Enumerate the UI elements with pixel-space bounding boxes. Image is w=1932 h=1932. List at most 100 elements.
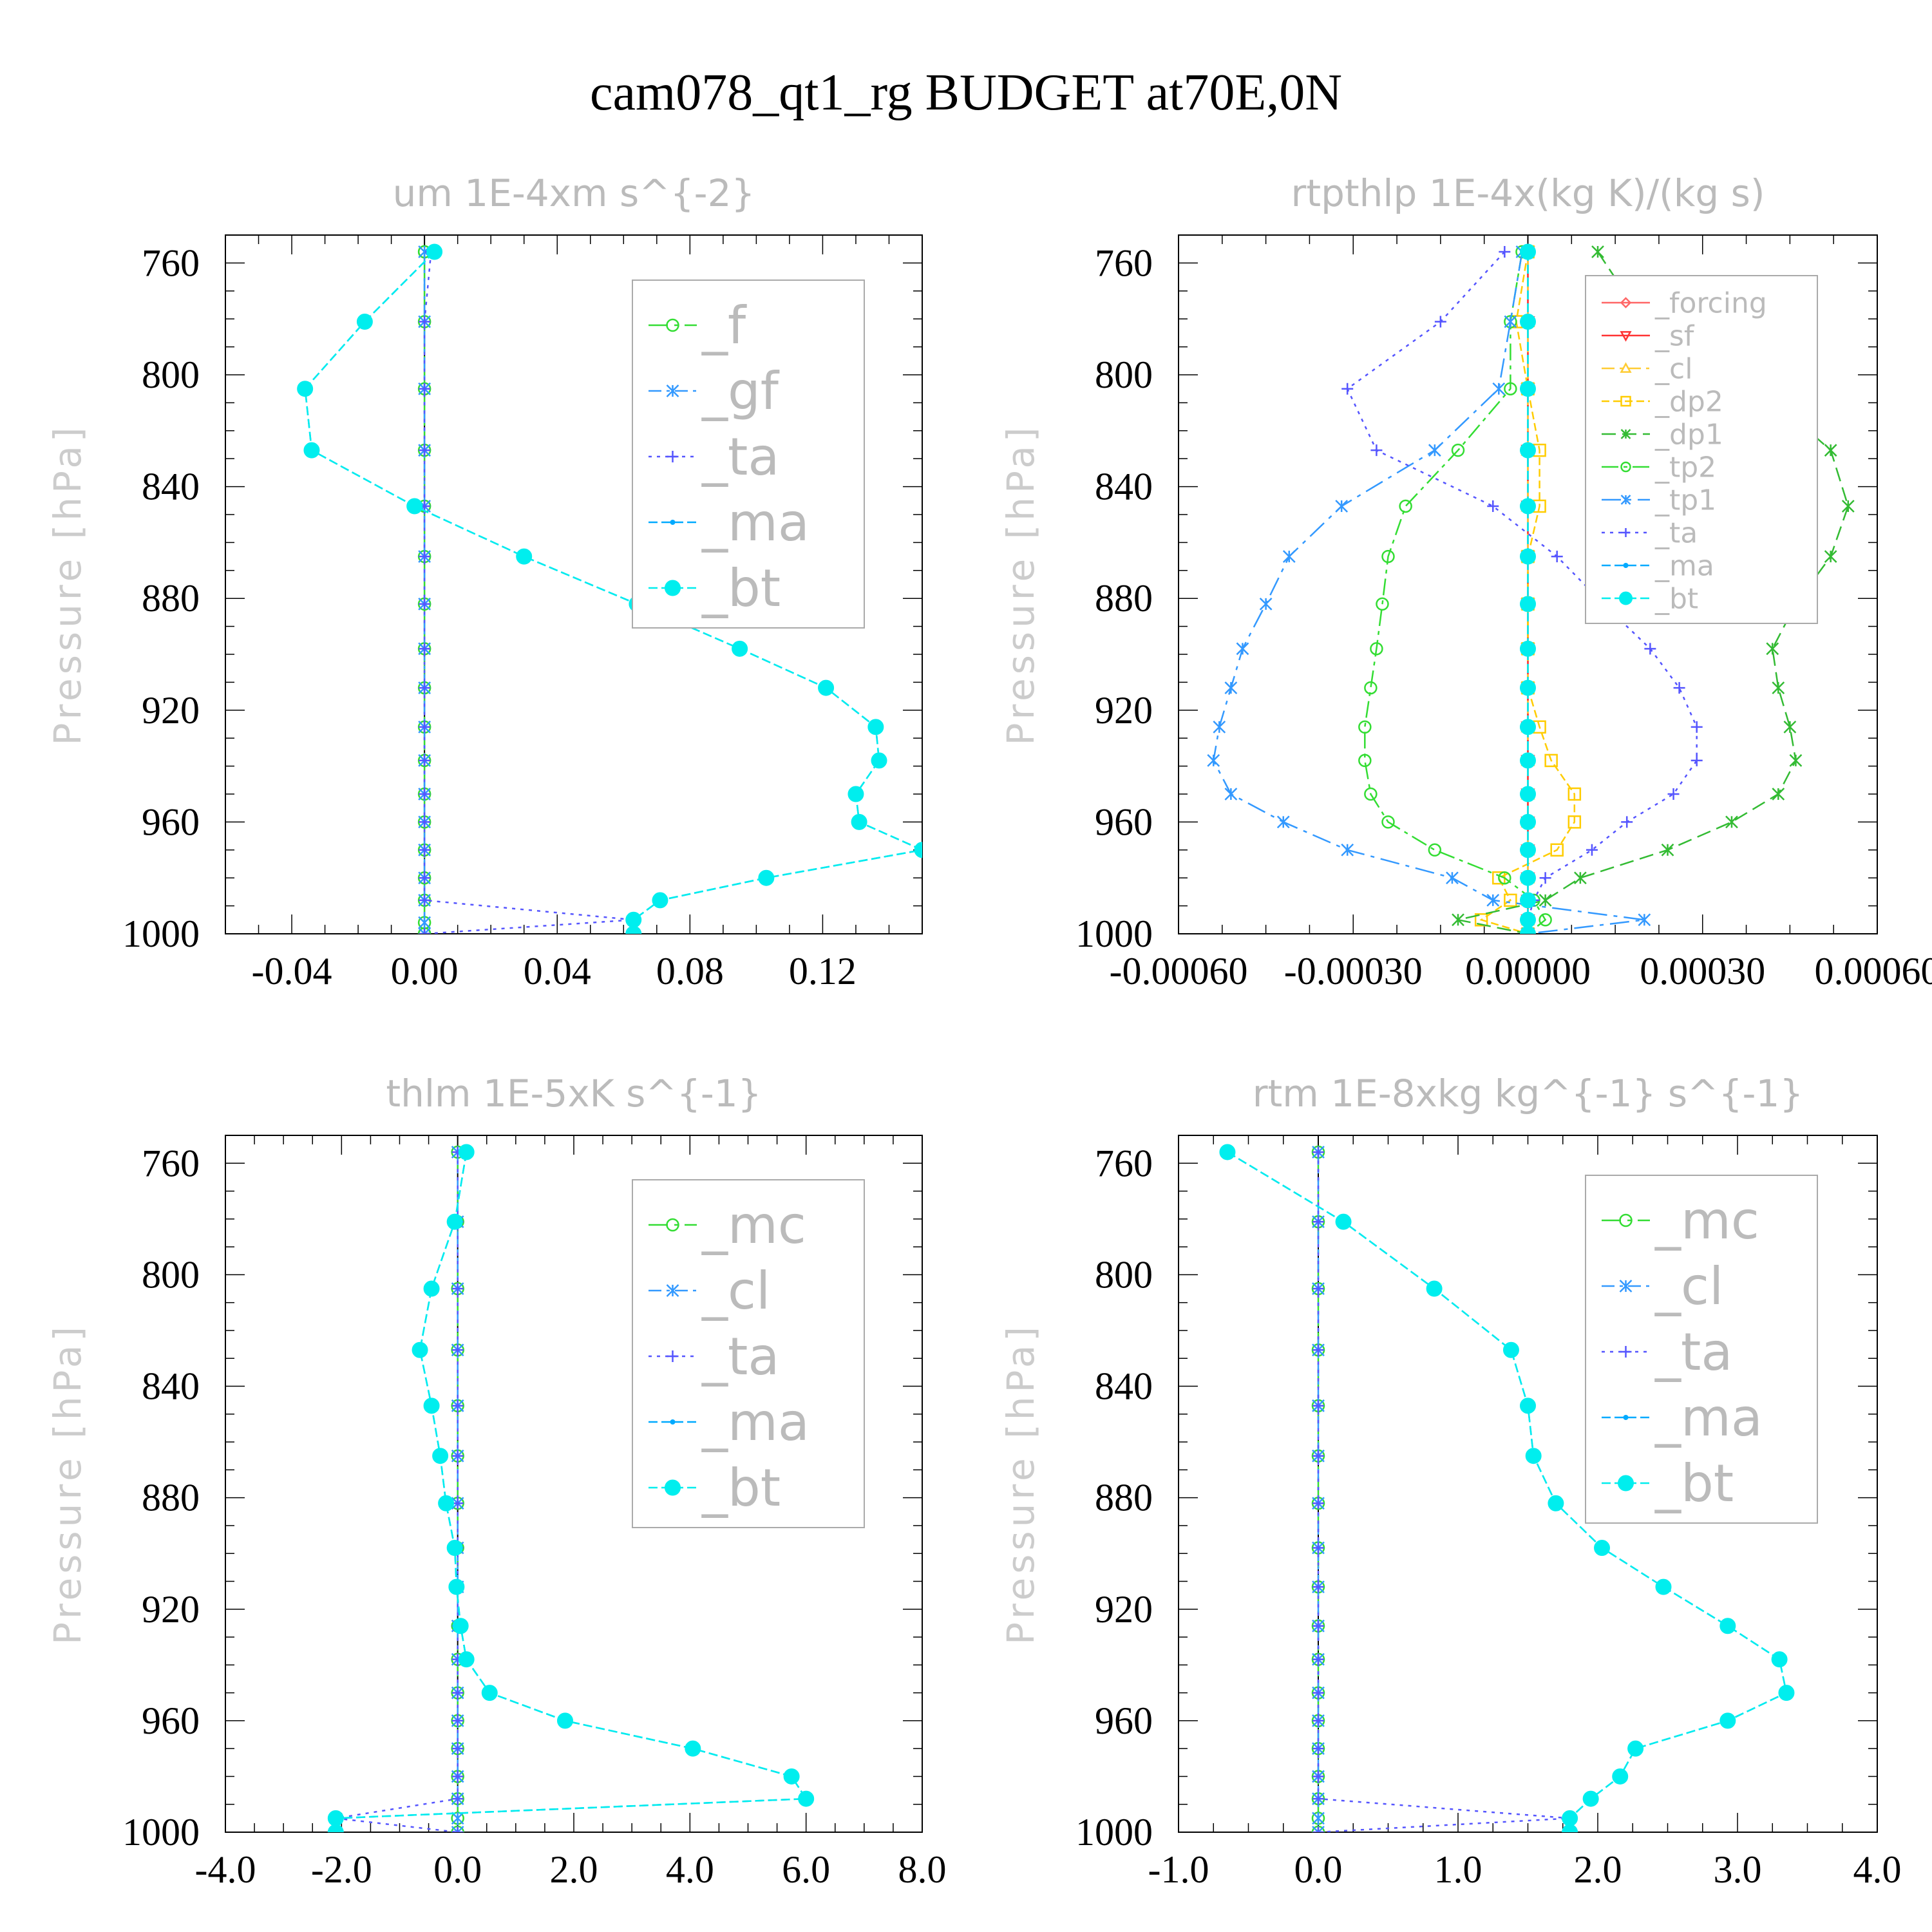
data-point [1772, 681, 1785, 694]
legend: _f _gf_ta_ma_bt [632, 279, 865, 629]
data-point [451, 1687, 464, 1699]
legend-label: _ma [1654, 1388, 1763, 1448]
legend-label: _gf [701, 361, 780, 421]
data-point [419, 894, 431, 906]
data-point [1213, 720, 1226, 734]
data-point [418, 916, 431, 929]
data-point [1539, 894, 1552, 907]
data-point [451, 1812, 464, 1825]
data-point [1341, 383, 1354, 395]
data-point [1627, 1740, 1644, 1757]
plot-area [1219, 1144, 1795, 1832]
data-point [419, 928, 431, 934]
legend-label: _dp1 [1654, 418, 1723, 451]
y-tick-label: 880 [1095, 1477, 1153, 1519]
legend-label: _ma [1654, 549, 1714, 582]
series_ta [1312, 1146, 1576, 1832]
y-tick-label: 760 [142, 242, 200, 284]
data-point [867, 719, 884, 735]
data-point [1364, 787, 1378, 801]
data-point [851, 813, 867, 830]
data-point [1312, 1399, 1324, 1412]
data-point [419, 788, 431, 800]
data-point [451, 1714, 464, 1727]
legend-marker [1623, 563, 1629, 568]
legend-marker [667, 1350, 679, 1362]
legend-label: _ta [1654, 1322, 1732, 1382]
data-point [1567, 787, 1582, 801]
legend-marker [1620, 495, 1631, 505]
data-point [516, 548, 533, 565]
legend-label: _dp2 [1654, 385, 1723, 418]
data-point [1335, 1213, 1352, 1230]
data-point [1778, 1685, 1795, 1701]
legend-label: _ta [1654, 516, 1698, 549]
legend-label: _ma [701, 1392, 810, 1452]
data-point [1502, 1341, 1519, 1358]
data-point [419, 444, 431, 457]
legend-marker [1620, 331, 1632, 342]
legend-marker [666, 384, 679, 397]
data-point [451, 1770, 464, 1783]
data-point [1312, 1714, 1324, 1727]
data-point [1312, 1216, 1324, 1228]
data-point [1452, 913, 1464, 927]
series-line [1364, 251, 1547, 934]
data-point [652, 892, 668, 909]
data-point [1492, 382, 1506, 395]
legend-label: _tp2 [1654, 451, 1716, 484]
data-point [1428, 843, 1442, 857]
legend-marker [667, 451, 679, 462]
legend-marker [670, 1419, 676, 1425]
data-point [1312, 1581, 1324, 1593]
legend-label: _ta [701, 1327, 779, 1387]
x-tick-label: 0.0 [1294, 1848, 1343, 1891]
data-point [451, 1793, 464, 1805]
data-point [1236, 642, 1249, 656]
series_tp2 [1358, 245, 1552, 934]
x-tick-label: -2.0 [311, 1848, 372, 1891]
data-point [1673, 682, 1685, 694]
y-axis-label: Pressure [hPa] [999, 423, 1043, 745]
data-point [458, 1144, 475, 1160]
panel-2: rtpthlp 1E-4x(kg K)/(kg s) Pressure [hPa]… [999, 171, 1932, 992]
data-point [1224, 681, 1238, 694]
y-tick-label: 960 [142, 800, 200, 843]
data-point [1282, 550, 1296, 563]
data-point [1504, 315, 1517, 328]
legend-label: _f [701, 296, 747, 355]
data-point [818, 679, 835, 696]
data-point [1504, 382, 1517, 395]
data-point [448, 1578, 465, 1595]
data-point [1312, 1620, 1324, 1632]
legend-marker [1621, 528, 1631, 537]
series-line [304, 251, 922, 934]
data-point [1341, 843, 1354, 857]
data-point [1520, 679, 1536, 696]
legend-label: _bt [701, 1458, 781, 1518]
panel-title: thlm 1E-5xK s^{-1} [386, 1072, 761, 1115]
data-point [419, 816, 431, 828]
data-point [1644, 643, 1656, 655]
panel-title: rtpthlp 1E-4x(kg K)/(kg s) [1291, 171, 1765, 215]
data-point [1259, 597, 1273, 611]
figure-title: cam078_qt1_rg BUDGET at70E,0N [590, 64, 1342, 121]
legend-label: _bt [701, 558, 781, 618]
series-line [1346, 251, 1698, 934]
data-point [1520, 640, 1536, 657]
legend: _forcing_sf_cl_dp2_dp1_tp2_tp1_ta_ma_bt [1585, 275, 1818, 624]
data-point [1312, 1542, 1324, 1554]
data-point [1638, 913, 1651, 927]
x-tick-label: -1.0 [1148, 1848, 1209, 1891]
data-point [1667, 788, 1680, 800]
data-point [1312, 1743, 1324, 1755]
y-tick-label: 760 [1095, 242, 1153, 284]
legend-marker [1619, 1280, 1633, 1293]
y-tick-label: 960 [1095, 800, 1153, 843]
series-line [423, 251, 634, 934]
data-point [1312, 1812, 1325, 1825]
y-tick-label: 880 [1095, 577, 1153, 620]
data-point [1550, 843, 1564, 857]
data-point [419, 598, 431, 610]
